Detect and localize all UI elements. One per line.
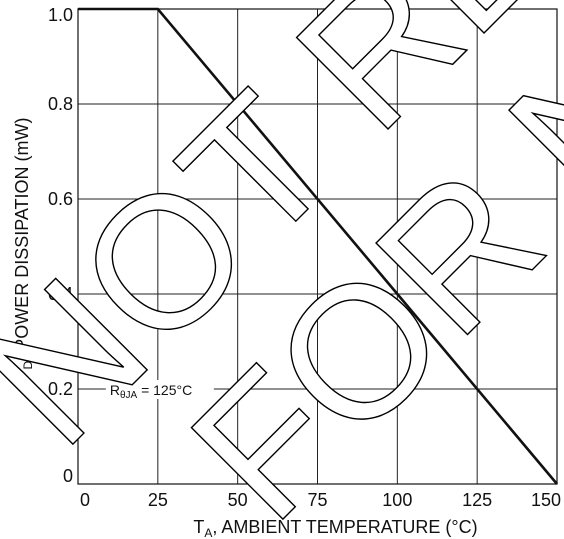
- x-tick-label: 100: [382, 490, 412, 510]
- y-axis-symbol: P: [12, 369, 32, 381]
- rthja-annotation: RθJA = 125°C: [105, 380, 214, 401]
- y-tick-label: 0: [63, 466, 73, 486]
- y-tick-label: 0.2: [48, 379, 73, 399]
- annotation-subscript: θJA: [120, 390, 138, 401]
- annotation-value: = 125°C: [137, 382, 192, 398]
- y-axis-title-text: , POWER DISSIPATION (mW): [12, 117, 32, 360]
- x-tick-label: 150: [531, 490, 561, 510]
- annotation-background: [105, 380, 214, 399]
- y-axis-subscript: D: [21, 360, 35, 369]
- x-tick-labels: 0 25 50 75 100 125 150: [80, 490, 561, 510]
- y-tick-labels: 0 0.2 0.4 0.6 0.8 1.0: [48, 5, 73, 486]
- x-tick-label: 0: [80, 490, 90, 510]
- y-tick-label: 0.8: [48, 94, 73, 114]
- y-tick-label: 1.0: [48, 5, 73, 25]
- x-tick-label: 75: [307, 490, 327, 510]
- x-tick-label: 125: [462, 490, 492, 510]
- annotation-label: RθJA = 125°C: [110, 382, 192, 401]
- x-axis-subscript: A: [204, 526, 212, 539]
- x-axis-title: TA, AMBIENT TEMPERATURE (°C): [193, 517, 477, 539]
- y-tick-label: 0.6: [48, 189, 73, 209]
- x-axis-symbol: T: [193, 517, 204, 537]
- annotation-symbol: R: [110, 382, 120, 398]
- x-tick-label: 25: [148, 490, 168, 510]
- plot-frame: [77, 8, 558, 485]
- x-axis-title-text: , AMBIENT TEMPERATURE (°C): [212, 517, 477, 537]
- y-axis-title: PD, POWER DISSIPATION (mW): [12, 117, 35, 381]
- x-tick-label: 50: [228, 490, 248, 510]
- y-tick-label: 0.4: [48, 284, 73, 304]
